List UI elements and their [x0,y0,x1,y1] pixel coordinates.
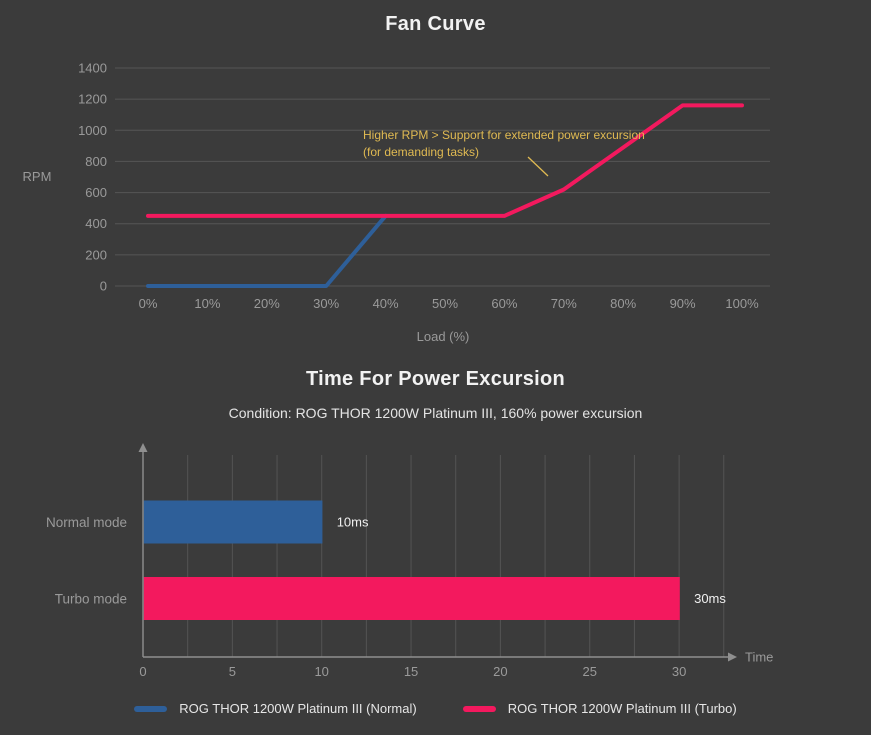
legend-swatch [462,705,496,712]
y-tick-label: 600 [85,185,107,200]
x-axis-title: Time [745,650,773,665]
annotation-text: Higher RPM > Support for extended power … [363,128,645,142]
fan-curve-title: Fan Curve [385,13,486,35]
annotation-pointer-line [527,156,549,177]
y-tick-label: 200 [85,247,107,262]
power-excursion-title: Time For Power Excursion [305,368,566,390]
legend-item-turbo: ROG THOR 1200W Platinum III (Turbo) [462,701,737,716]
x-tick-label: 15 [404,664,418,679]
series-line-normal [146,213,388,288]
annotation-text: (for demanding tasks) [363,145,479,159]
y-axis-title: RPM [23,169,52,184]
x-tick-label: 60% [491,296,517,311]
bar-turbo-mode [143,577,680,620]
x-tick-label: 50% [432,296,458,311]
x-tick-label: 10 [314,664,328,679]
y-tick-label: 0 [100,279,107,294]
series-line-turbo [146,103,744,218]
y-axis-arrow [138,443,148,452]
x-tick-label: 20 [493,664,507,679]
bar-value-label: 30ms [694,591,726,606]
legend-label: ROG THOR 1200W Platinum III (Normal) [179,701,417,716]
x-tick-label: 0 [139,664,146,679]
category-label: Turbo mode [55,592,127,607]
y-tick-label: 1400 [78,61,107,76]
y-tick-label: 800 [85,154,107,169]
bar-normal-mode [143,500,323,544]
x-tick-label: 90% [670,296,696,311]
x-tick-label: 10% [194,296,220,311]
x-tick-label: 30% [313,296,339,311]
x-tick-label: 0% [139,296,158,311]
legend-item-normal: ROG THOR 1200W Platinum III (Normal) [134,701,417,716]
x-axis-arrow [728,652,737,662]
y-tick-label: 1200 [78,92,107,107]
legend: ROG THOR 1200W Platinum III (Normal) ROG … [0,701,871,716]
x-tick-label: 20% [254,296,280,311]
y-tick-label: 400 [85,216,107,231]
x-tick-label: 100% [725,296,759,311]
x-tick-label: 25 [583,664,597,679]
bar-value-label: 10ms [337,515,369,530]
power-excursion-subtitle: Condition: ROG THOR 1200W Platinum III, … [228,405,643,421]
legend-swatch [134,705,168,712]
legend-label: ROG THOR 1200W Platinum III (Turbo) [507,701,737,716]
y-tick-label: 1000 [78,123,107,138]
x-tick-label: 30 [672,664,686,679]
category-label: Normal mode [46,515,127,530]
x-tick-label: 80% [610,296,636,311]
x-axis-title: Load (%) [417,329,470,344]
x-tick-label: 5 [229,664,236,679]
x-tick-label: 40% [373,296,399,311]
x-tick-label: 70% [551,296,577,311]
